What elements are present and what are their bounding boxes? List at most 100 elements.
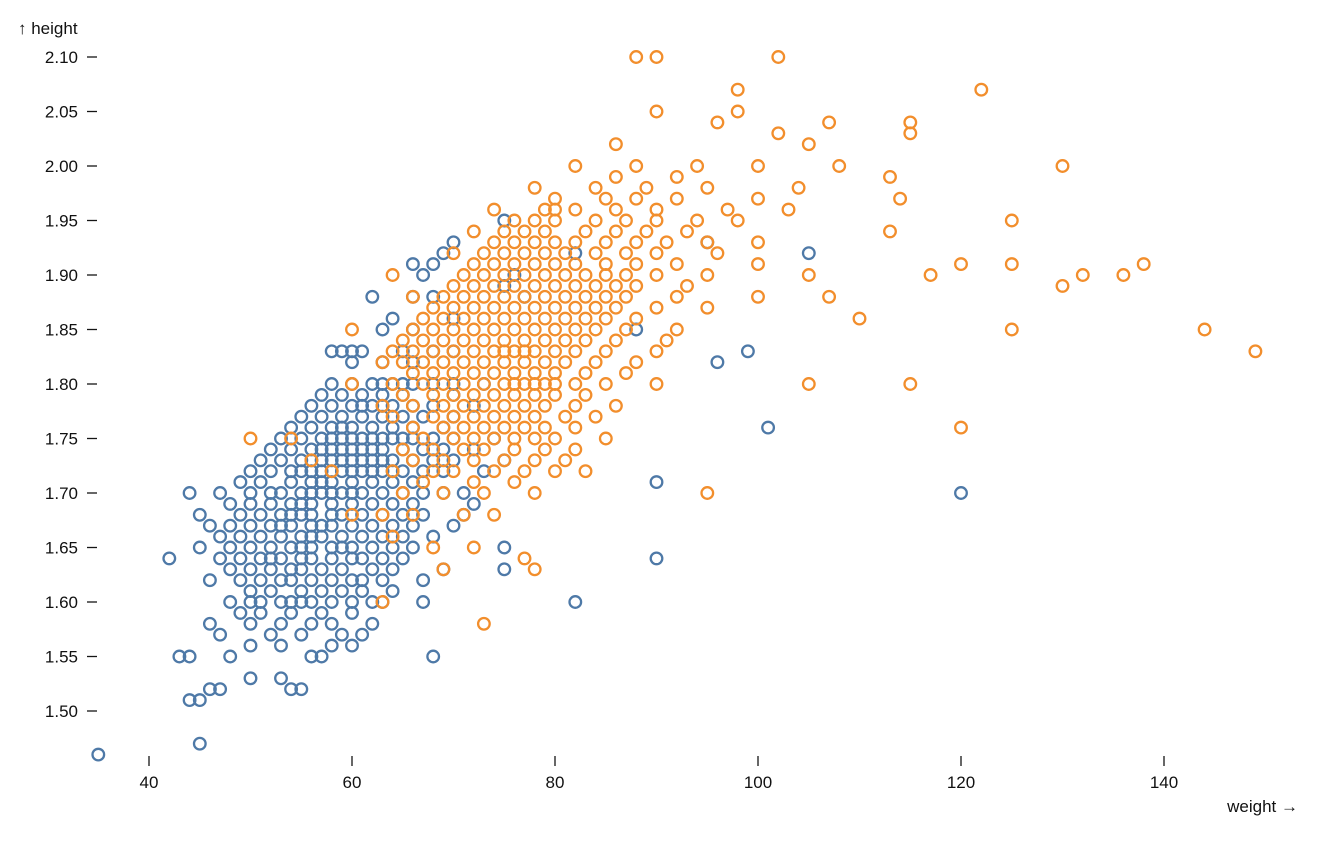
data-point-blue xyxy=(223,562,238,577)
data-point-blue xyxy=(263,442,278,457)
data-point-blue xyxy=(649,475,664,490)
data-point-blue xyxy=(365,540,380,555)
data-point-orange xyxy=(537,398,552,413)
data-point-orange xyxy=(466,453,481,468)
data-point-blue xyxy=(213,627,228,642)
data-point-orange xyxy=(974,82,989,97)
data-point-blue xyxy=(385,496,400,511)
data-point-orange xyxy=(659,333,674,348)
data-point-blue xyxy=(284,595,299,609)
data-point-orange xyxy=(700,300,715,315)
data-point-blue xyxy=(192,693,207,708)
data-point-blue xyxy=(355,344,370,359)
data-point-orange xyxy=(487,278,502,293)
data-point-orange xyxy=(395,442,410,457)
data-point-orange xyxy=(466,300,481,315)
data-point-orange xyxy=(527,180,542,195)
data-point-blue xyxy=(263,518,278,533)
data-point-orange xyxy=(700,486,715,500)
data-point-blue xyxy=(345,638,359,653)
data-point-blue xyxy=(375,377,390,391)
data-point-blue xyxy=(568,595,583,609)
data-point-orange xyxy=(426,540,441,555)
data-point-blue xyxy=(243,464,258,479)
data-point-blue xyxy=(324,616,339,631)
data-point-blue xyxy=(263,486,278,500)
data-point-orange xyxy=(629,257,644,272)
data-point-orange xyxy=(608,169,623,184)
data-point-orange xyxy=(426,344,441,359)
data-point-orange xyxy=(588,278,603,293)
data-point-orange xyxy=(751,257,765,272)
data-point-orange xyxy=(527,562,542,577)
data-point-orange xyxy=(700,235,715,250)
data-point-blue xyxy=(365,289,380,304)
data-point-orange xyxy=(466,431,481,446)
data-point-orange xyxy=(619,246,633,261)
data-point-blue xyxy=(345,420,359,435)
data-point-blue xyxy=(801,246,816,261)
data-point-orange xyxy=(487,235,502,250)
data-point-orange xyxy=(487,257,502,272)
data-point-orange xyxy=(466,475,481,490)
data-point-orange xyxy=(639,180,654,195)
data-point-orange xyxy=(517,464,532,479)
data-point-orange xyxy=(548,322,562,337)
data-point-orange xyxy=(476,420,491,435)
data-point-blue xyxy=(436,246,451,261)
data-point-blue xyxy=(223,540,238,555)
data-point-orange xyxy=(487,431,502,446)
data-point-orange xyxy=(608,224,623,239)
y-tick-label: 1.95 xyxy=(45,212,78,231)
data-point-orange xyxy=(466,366,481,381)
data-point-blue xyxy=(355,431,370,446)
data-point-blue xyxy=(314,649,329,664)
data-point-orange xyxy=(548,366,562,381)
data-point-blue xyxy=(243,486,258,500)
data-point-orange xyxy=(568,442,583,457)
data-point-blue xyxy=(294,486,309,500)
data-point-orange xyxy=(436,333,451,348)
data-point-orange xyxy=(517,268,532,282)
data-point-blue xyxy=(324,573,339,588)
data-point-blue xyxy=(355,573,370,588)
data-point-orange xyxy=(751,159,765,173)
data-point-orange xyxy=(446,322,461,337)
data-point-orange xyxy=(436,562,451,577)
data-point-orange xyxy=(456,268,471,282)
data-point-orange xyxy=(558,333,573,348)
data-point-orange xyxy=(537,224,552,239)
data-point-blue xyxy=(243,616,258,631)
data-point-blue xyxy=(324,398,339,413)
y-tick-label: 1.60 xyxy=(45,593,78,612)
data-point-blue xyxy=(294,682,309,697)
data-point-orange xyxy=(588,213,603,228)
data-point-orange xyxy=(710,246,725,261)
data-point-orange xyxy=(426,322,441,337)
data-point-orange xyxy=(497,268,512,282)
data-point-orange xyxy=(568,420,583,435)
data-point-orange xyxy=(324,464,339,479)
data-point-orange xyxy=(548,235,562,250)
data-point-orange xyxy=(497,333,512,348)
data-point-orange xyxy=(954,257,968,272)
data-point-blue xyxy=(182,693,197,708)
data-point-blue xyxy=(385,562,400,577)
data-point-orange xyxy=(598,377,613,391)
data-point-blue xyxy=(416,268,431,282)
y-tick-label: 1.85 xyxy=(45,321,78,340)
data-point-orange xyxy=(345,377,359,391)
data-point-orange xyxy=(558,311,573,326)
data-point-orange xyxy=(304,453,319,468)
data-point-orange xyxy=(578,464,593,479)
data-point-blue xyxy=(395,464,410,479)
data-point-orange xyxy=(436,355,451,370)
data-point-orange xyxy=(649,300,664,315)
data-point-orange xyxy=(649,202,664,217)
data-point-blue xyxy=(385,584,400,599)
data-point-orange xyxy=(446,464,461,479)
data-point-blue xyxy=(202,682,217,697)
data-point-orange xyxy=(629,311,644,326)
data-point-orange xyxy=(405,322,420,337)
data-point-orange xyxy=(426,366,441,381)
